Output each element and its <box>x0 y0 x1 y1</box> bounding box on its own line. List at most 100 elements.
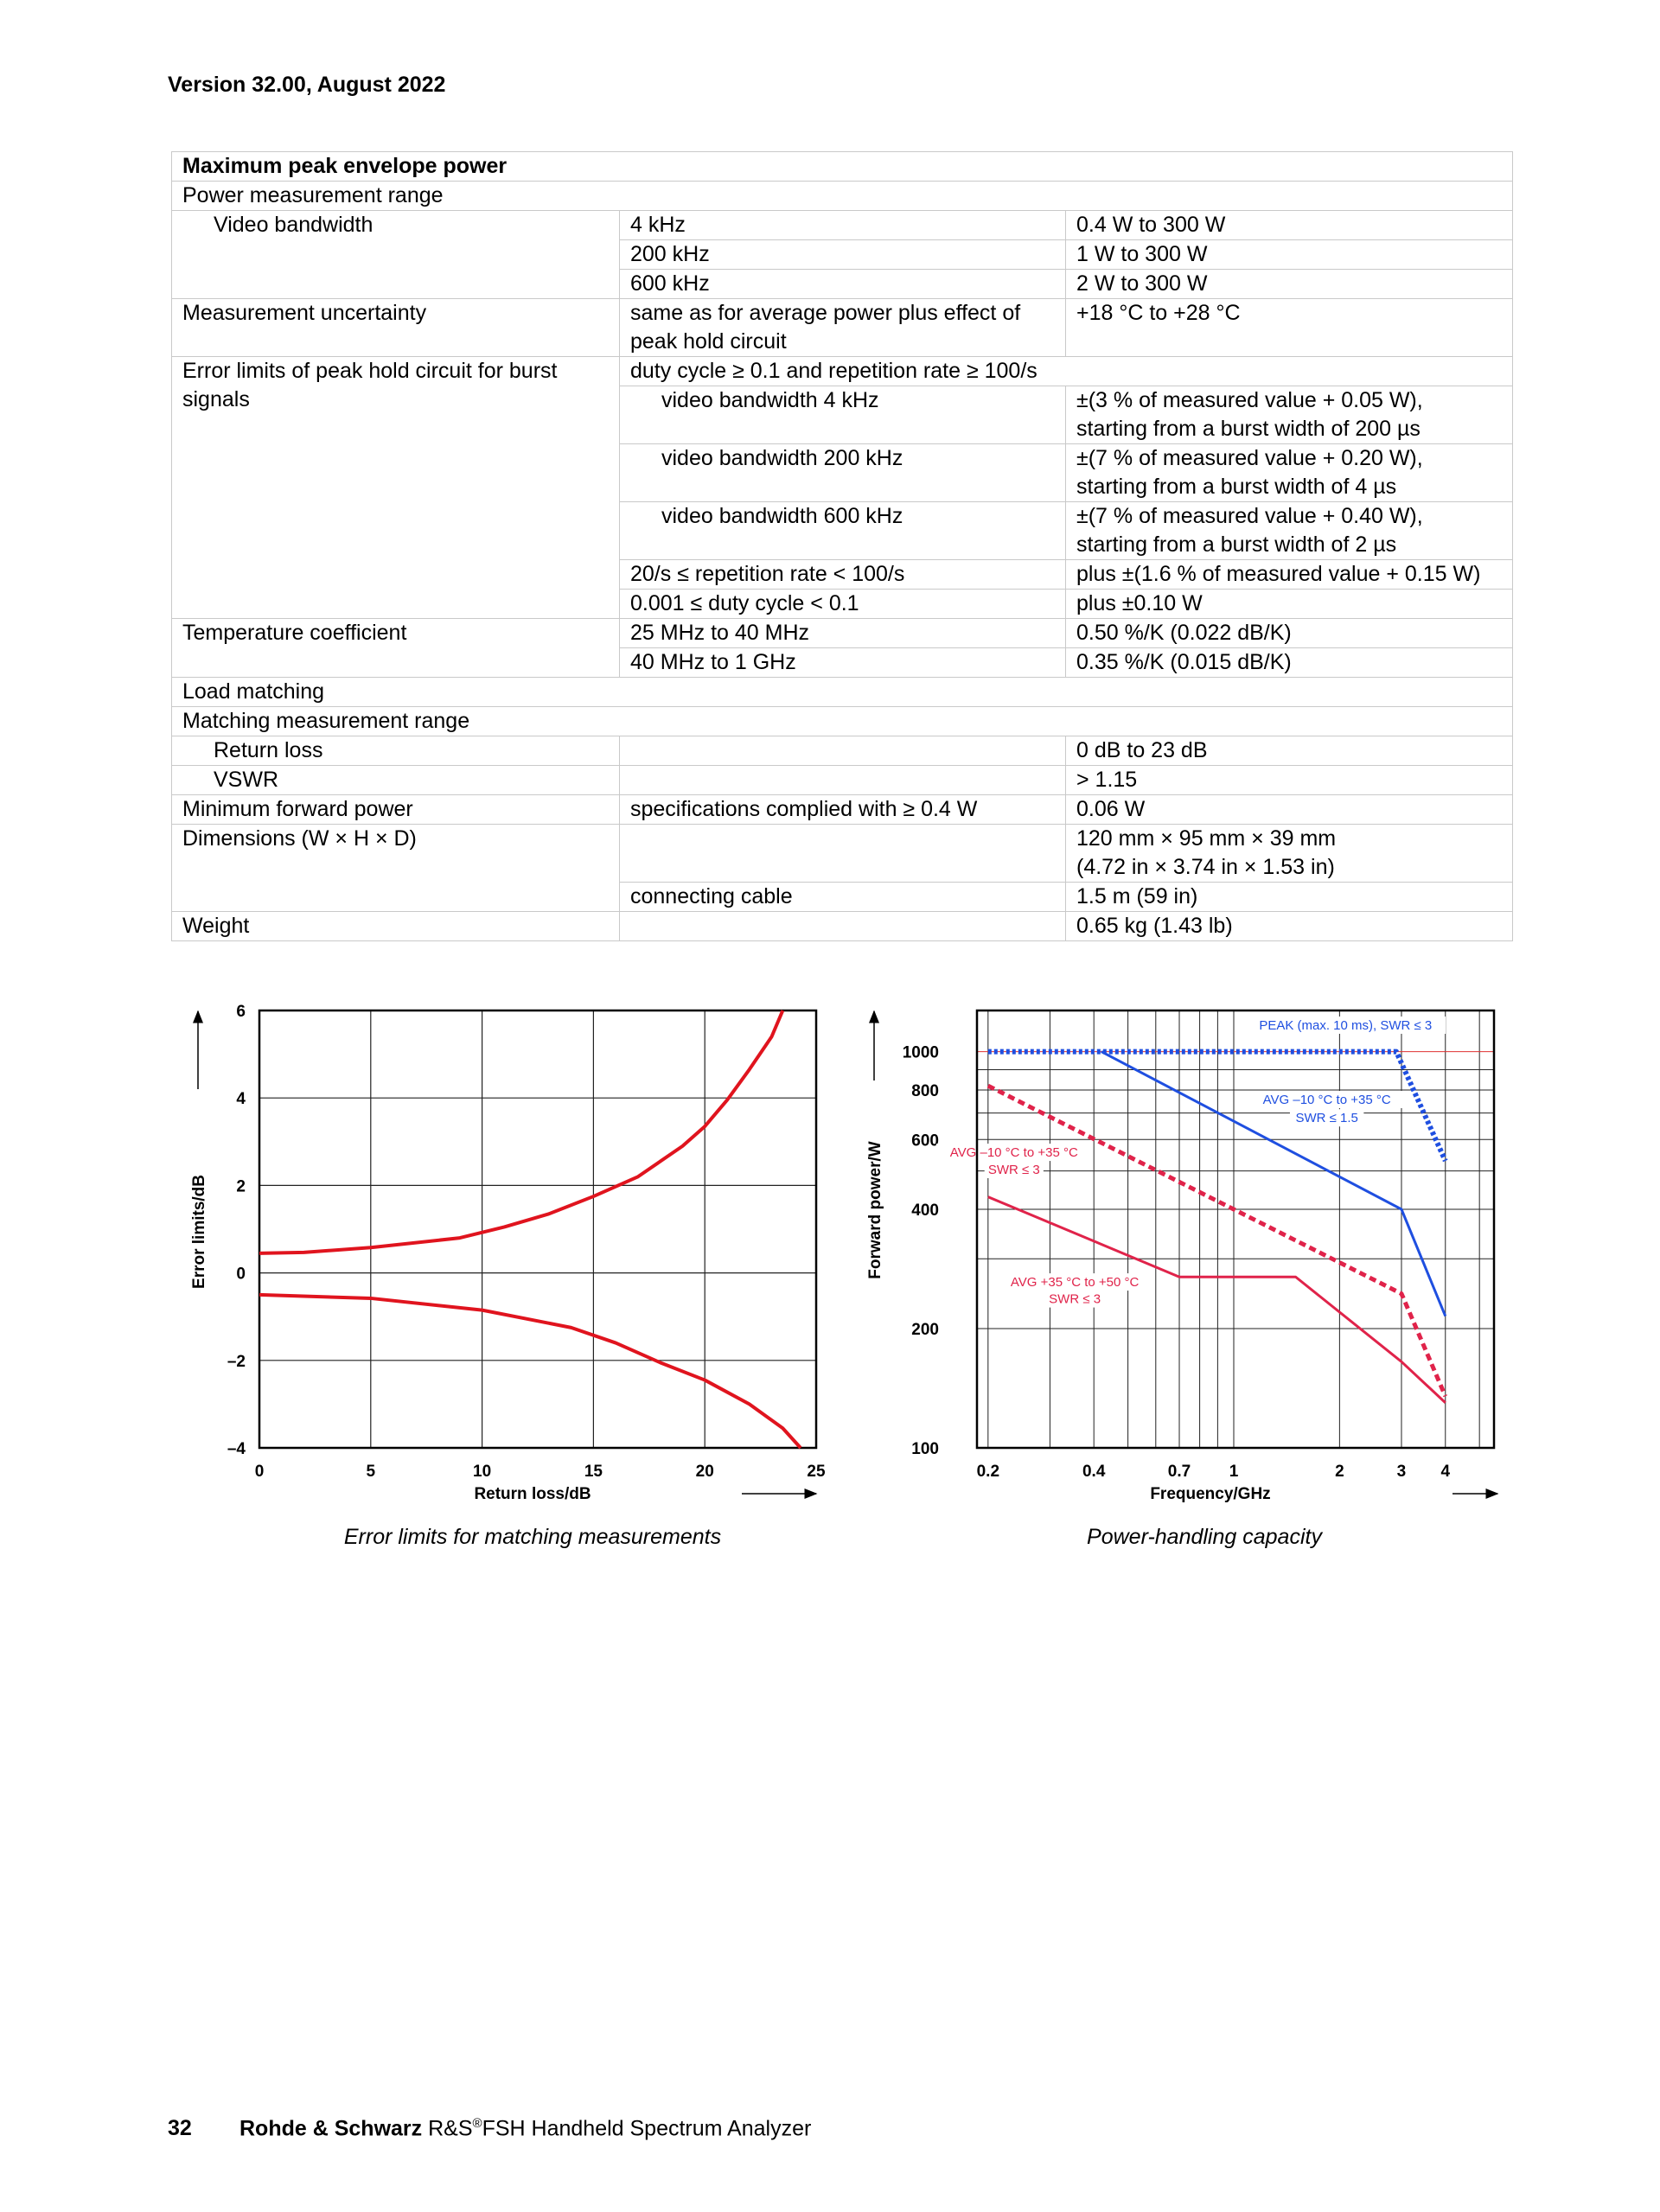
table-cell: Power measurement range <box>171 181 1513 211</box>
cell-line: ±(7 % of measured value + 0.40 W), <box>1076 504 1423 528</box>
series-line-upper <box>259 1010 785 1255</box>
series-annotation: PEAK (max. 10 ms), SWR ≤ 3 <box>1259 1018 1432 1033</box>
cell-line: starting from a burst width of 2 µs <box>1076 532 1397 557</box>
table-row: 0.001 ≤ duty cycle < 0.1 plus ±0.10 W <box>172 589 1513 619</box>
series-line-1 <box>1101 1050 1447 1317</box>
series-annotation: AVG +35 °C to +50 °C <box>1011 1275 1140 1290</box>
cell-line: ±(3 % of measured value + 0.05 W), <box>1076 388 1423 412</box>
table-cell <box>619 765 1066 795</box>
y-tick-label: 200 <box>911 1321 939 1339</box>
annotation-background <box>1045 1290 1105 1308</box>
table-cell: 4 kHz <box>619 210 1066 240</box>
table-cell: Temperature coefficient <box>171 618 620 678</box>
series-line-0 <box>987 1049 1448 1163</box>
table-row: Temperature coefficient 25 MHz to 40 MHz 0… <box>171 618 1513 678</box>
document-version: Version 32.00, August 2022 <box>168 73 446 97</box>
series-annotation: SWR ≤ 3 <box>1049 1292 1101 1307</box>
y-axis-label: Error limits/dB <box>190 1175 208 1289</box>
x-tick-label: 0 <box>255 1463 265 1481</box>
table-cell: Error limits of peak hold circuit for bu… <box>171 356 620 619</box>
y-tick-label: 800 <box>911 1082 939 1100</box>
x-tick-label: 0.4 <box>1082 1463 1106 1481</box>
spec-table: Maximum peak envelope power Power measur… <box>171 151 1513 941</box>
footer-brand: Rohde & Schwarz <box>239 2116 423 2141</box>
table-row: video bandwidth 4 kHz ±(3 % of measured v… <box>172 386 1513 444</box>
table-row: Return loss 0 dB to 23 dB <box>171 736 1513 766</box>
plot-frame <box>975 1009 1496 1450</box>
footer-prefix: R&S <box>428 2116 473 2141</box>
error-limits-chart: 0 5 10 15 20 25 –4 –2 0 2 4 6 Return loss/dB Error li… <box>190 1003 826 1503</box>
annotation-background <box>997 1273 1153 1291</box>
y-tick-label: 400 <box>911 1202 939 1220</box>
table-cell: Weight <box>171 911 620 941</box>
table-cell: video bandwidth 600 kHz <box>619 501 1066 560</box>
table-cell: video bandwidth 200 kHz <box>619 443 1066 502</box>
table-cell: +18 °C to +28 °C <box>1065 298 1513 357</box>
y-axis-label: Forward power/W <box>866 1141 884 1278</box>
table-cell: 2 W to 300 W <box>1065 269 1513 299</box>
y-tick-label: 4 <box>236 1090 246 1108</box>
x-tick-label: 20 <box>696 1463 714 1481</box>
table-cell: 0.4 W to 300 W <box>1065 210 1513 240</box>
series-annotation: AVG –10 °C to +35 °C <box>1263 1093 1391 1107</box>
x-tick-label: 0.2 <box>977 1463 999 1481</box>
registered-mark: ® <box>472 2116 482 2131</box>
series-annotation: AVG –10 °C to +35 °C <box>950 1145 1078 1160</box>
cell-line: starting from a burst width of 4 µs <box>1076 475 1397 499</box>
footer-title: Rohde & Schwarz R&S®FSH Handheld Spectru… <box>239 2116 811 2141</box>
table-cell <box>619 824 1066 883</box>
x-tick-label: 3 <box>1397 1463 1407 1481</box>
table-cell: 0.50 %/K (0.022 dB/K) <box>1065 618 1513 648</box>
table-cell: ±(7 % of measured value + 0.40 W), starti… <box>1065 501 1513 560</box>
cell-line: 120 mm × 95 mm × 39 mm <box>1076 826 1337 851</box>
table-cell: Measurement uncertainty <box>171 298 620 357</box>
table-cell: 0.06 W <box>1065 794 1513 825</box>
y-tick-label: 1000 <box>903 1044 939 1062</box>
table-cell: 25 MHz to 40 MHz <box>619 618 1066 648</box>
annotation-background <box>1248 1090 1405 1108</box>
annotation-background <box>935 1144 1092 1162</box>
table-cell: ±(3 % of measured value + 0.05 W), starti… <box>1065 386 1513 444</box>
table-cell: 0.35 %/K (0.015 dB/K) <box>1065 647 1513 678</box>
table-cell: 1 W to 300 W <box>1065 239 1513 270</box>
table-cell: 0.65 kg (1.43 lb) <box>1065 911 1513 941</box>
y-tick-label: 0 <box>236 1265 246 1284</box>
table-row: Load matching <box>171 677 1513 707</box>
y-tick-label: 6 <box>236 1003 246 1021</box>
table-cell: 0.001 ≤ duty cycle < 0.1 <box>619 589 1066 619</box>
cell-line: (4.72 in × 3.74 in × 1.53 in) <box>1076 855 1335 879</box>
x-tick-label: 15 <box>584 1463 603 1481</box>
y-tick-label: –2 <box>227 1353 246 1371</box>
power-handling-chart: 0.2 0.4 0.7 1 2 3 4 100 200 400 600 800 1000 PEAK (ma… <box>866 1009 1499 1503</box>
table-cell: Return loss <box>171 736 620 766</box>
table-cell: 0 dB to 23 dB <box>1065 736 1513 766</box>
annotation-background <box>1245 1016 1446 1034</box>
table-row: Video bandwidth 4 kHz 0.4 W to 300 W <box>171 210 1513 299</box>
page-number: 32 <box>168 2116 192 2140</box>
series-line-lower <box>259 1292 802 1450</box>
table-cell: 20/s ≤ repetition rate < 100/s <box>619 559 1066 590</box>
table-cell: 200 kHz <box>619 239 1066 270</box>
table-row: 200 kHz 1 W to 300 W <box>172 239 1513 270</box>
table-row: video bandwidth 200 kHz ±(7 % of measured… <box>172 443 1513 502</box>
y-tick-label: 600 <box>911 1131 939 1150</box>
table-cell: same as for average power plus effect of… <box>619 298 1066 357</box>
table-cell: 1.5 m (59 in) <box>1065 882 1513 912</box>
table-cell: plus ±(1.6 % of measured value + 0.15 W) <box>1065 559 1513 590</box>
y-tick-label: 100 <box>911 1440 939 1458</box>
annotation-background <box>984 1160 1044 1178</box>
cell-line: starting from a burst width of 200 µs <box>1076 417 1421 441</box>
table-cell: specifications complied with ≥ 0.4 W <box>619 794 1066 825</box>
x-tick-label: 1 <box>1229 1463 1239 1481</box>
x-tick-label: 10 <box>473 1463 491 1481</box>
table-cell: VSWR <box>171 765 620 795</box>
annotation-background <box>1289 1109 1364 1127</box>
table-cell: plus ±0.10 W <box>1065 589 1513 619</box>
table-cell: 120 mm × 95 mm × 39 mm (4.72 in × 3.74 in… <box>1065 824 1513 883</box>
footer-product: FSH Handheld Spectrum Analyzer <box>482 2116 812 2141</box>
series-line-3 <box>987 1195 1446 1404</box>
table-row: 40 MHz to 1 GHz 0.35 %/K (0.015 dB/K) <box>172 647 1513 678</box>
table-cell: ±(7 % of measured value + 0.20 W), starti… <box>1065 443 1513 502</box>
table-cell <box>619 911 1066 941</box>
chart-caption: Power-handling capacity <box>1087 1525 1322 1549</box>
